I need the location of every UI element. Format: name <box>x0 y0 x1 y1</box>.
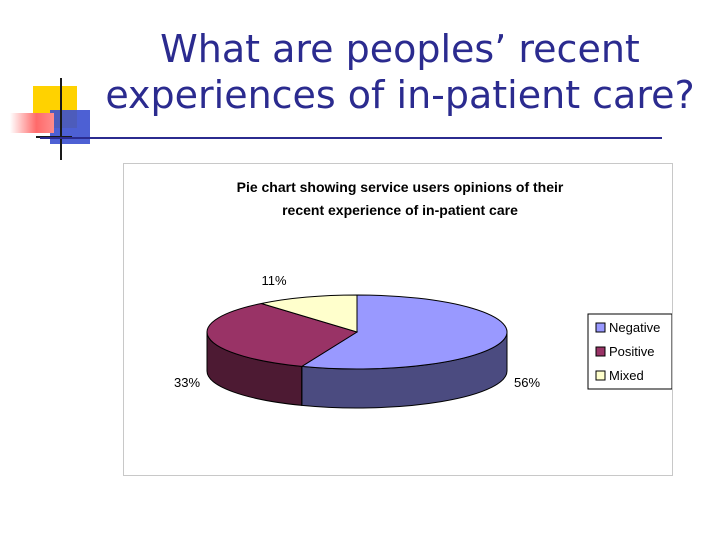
data-label-positive: 33% <box>174 375 200 390</box>
pie-slice-positive <box>206 302 359 367</box>
pie-slice-negative <box>300 294 508 370</box>
pie-chart: Pie chart showing service users opinions… <box>174 179 672 409</box>
chart-title-line-2: recent experience of in-patient care <box>282 202 518 218</box>
chart-frame: Pie chart showing service users opinions… <box>123 163 673 476</box>
legend-swatch-negative <box>595 322 606 333</box>
legend-label-positive: Positive <box>609 344 655 359</box>
pie-slice-mixed <box>261 294 358 333</box>
pie-tops <box>206 294 508 370</box>
pie-labels: 56% 33% 11% <box>174 273 540 390</box>
legend: Negative Positive Mixed <box>587 313 672 390</box>
pie-sides <box>206 331 508 409</box>
slide-title: What are peoples’ recent experiences of … <box>105 27 695 117</box>
data-label-mixed: 11% <box>261 273 286 288</box>
legend-label-mixed: Mixed <box>609 368 644 383</box>
data-label-negative: 56% <box>514 375 540 390</box>
legend-label-negative: Negative <box>609 320 660 335</box>
legend-swatch-positive <box>595 346 606 357</box>
title-underline <box>40 137 662 139</box>
decor-vertical-line <box>60 78 62 160</box>
decor-red-bar <box>10 113 54 133</box>
legend-swatch-mixed <box>595 370 606 381</box>
chart-title-line-1: Pie chart showing service users opinions… <box>237 179 564 195</box>
